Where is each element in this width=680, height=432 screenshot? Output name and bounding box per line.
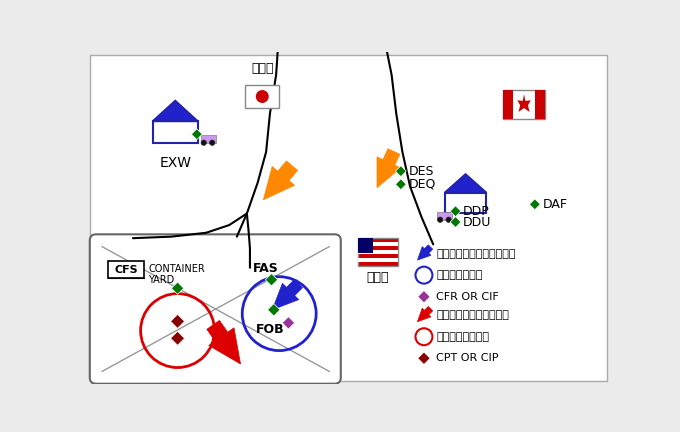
Bar — [445, 193, 486, 213]
Text: コンテナ取引条件: コンテナ取引条件 — [437, 332, 490, 342]
Text: 仕出地: 仕出地 — [251, 62, 273, 75]
Text: 定期船（コンテナ船）他: 定期船（コンテナ船）他 — [437, 310, 509, 320]
Text: DDP: DDP — [463, 205, 490, 218]
Bar — [201, 135, 216, 143]
Polygon shape — [418, 352, 430, 365]
Text: CFS: CFS — [114, 265, 138, 275]
Bar — [503, 89, 513, 119]
Polygon shape — [268, 304, 280, 316]
Bar — [108, 261, 143, 278]
Circle shape — [201, 140, 207, 146]
Bar — [534, 89, 545, 119]
Polygon shape — [171, 282, 184, 294]
Text: DDU: DDU — [463, 216, 492, 229]
Polygon shape — [282, 317, 294, 329]
Circle shape — [256, 90, 269, 103]
Polygon shape — [517, 94, 530, 112]
Bar — [358, 258, 398, 262]
Text: FOB: FOB — [256, 323, 284, 336]
Polygon shape — [445, 174, 486, 193]
Polygon shape — [265, 273, 277, 286]
Polygon shape — [530, 199, 540, 210]
Text: CPT OR CIP: CPT OR CIP — [437, 353, 498, 363]
Bar — [153, 121, 198, 143]
Bar — [358, 238, 398, 266]
Bar — [358, 250, 398, 254]
Text: DEQ: DEQ — [409, 178, 436, 191]
Text: FAS: FAS — [252, 263, 278, 276]
Polygon shape — [418, 291, 430, 303]
Polygon shape — [450, 206, 461, 216]
Text: 伝統的取引条件: 伝統的取引条件 — [437, 270, 483, 280]
Polygon shape — [418, 306, 432, 322]
Polygon shape — [450, 216, 461, 227]
Bar — [358, 238, 373, 253]
Polygon shape — [377, 149, 401, 188]
Bar — [503, 89, 545, 119]
Text: CONTAINER
YARD: CONTAINER YARD — [148, 264, 205, 285]
Polygon shape — [272, 280, 303, 310]
Polygon shape — [192, 129, 202, 140]
Polygon shape — [207, 321, 241, 364]
Polygon shape — [153, 101, 198, 121]
Circle shape — [446, 217, 452, 222]
Text: CFR OR CIF: CFR OR CIF — [437, 292, 499, 302]
Bar — [245, 85, 279, 108]
Polygon shape — [396, 166, 406, 177]
Polygon shape — [171, 331, 184, 345]
Circle shape — [209, 140, 215, 146]
FancyBboxPatch shape — [90, 234, 341, 384]
Bar — [437, 212, 452, 220]
Polygon shape — [396, 179, 406, 190]
Text: DAF: DAF — [543, 198, 568, 211]
Circle shape — [437, 217, 443, 222]
Bar — [358, 242, 398, 246]
Polygon shape — [171, 314, 184, 328]
Text: EXW: EXW — [159, 156, 191, 170]
Polygon shape — [263, 161, 298, 200]
Text: DES: DES — [409, 165, 434, 178]
Text: 仕向地: 仕向地 — [367, 270, 389, 283]
Text: 傭船契約によるバラ積み船: 傭船契約によるバラ積み船 — [437, 248, 515, 259]
Polygon shape — [418, 245, 432, 260]
